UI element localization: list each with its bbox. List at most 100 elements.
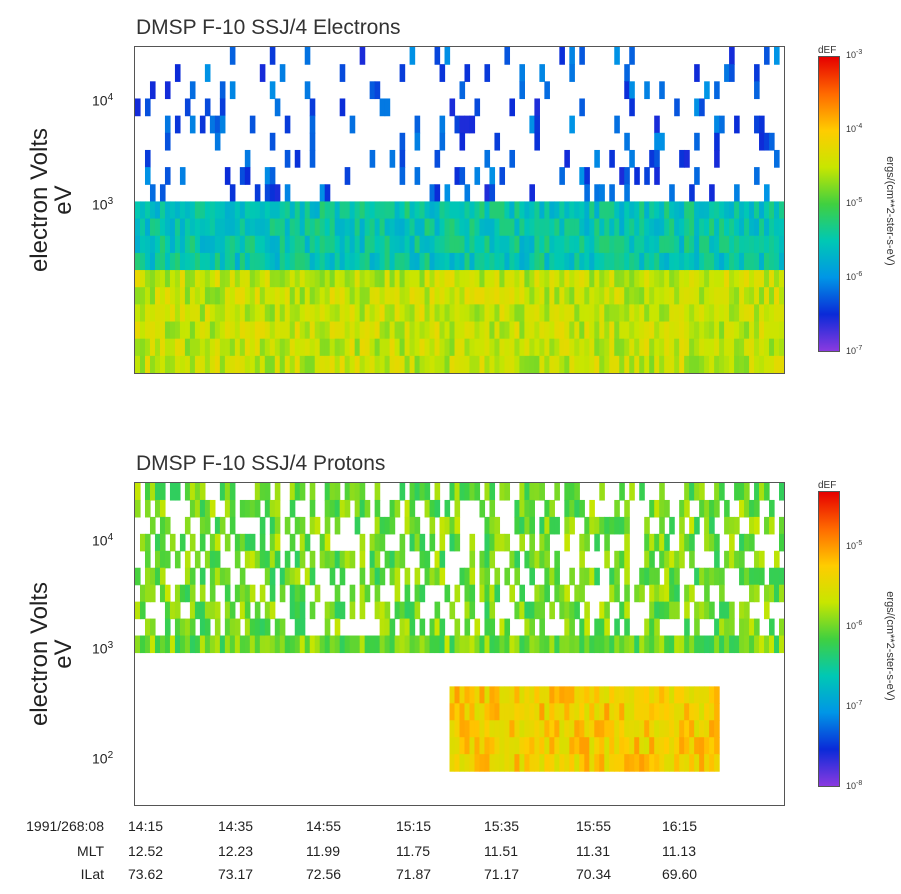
heatmap-cell (354, 252, 361, 271)
heatmap-cell (279, 218, 286, 237)
heatmap-cell (739, 499, 745, 518)
heatmap-cell (269, 635, 276, 654)
heatmap-cell (659, 584, 665, 603)
heatmap-cell (644, 516, 650, 535)
heatmap-cell (159, 270, 166, 288)
heatmap-cell (289, 483, 296, 501)
heatmap-cell (679, 635, 685, 654)
heatmap-cell (604, 304, 610, 323)
heatmap-cell (459, 754, 466, 772)
heatmap-cell (399, 201, 406, 220)
heatmap-cell (709, 201, 715, 220)
heatmap-cell (344, 635, 351, 654)
heatmap-cell (664, 533, 670, 552)
heatmap-cell (264, 218, 271, 237)
heatmap-cell (304, 81, 311, 100)
heatmap-cell (569, 218, 575, 237)
heatmap-cell (339, 201, 346, 220)
heatmap-cell (654, 132, 660, 151)
heatmap-cell (674, 720, 680, 738)
heatmap-cell (559, 235, 565, 254)
heatmap-cell (684, 252, 690, 271)
heatmap-cell (494, 252, 501, 271)
heatmap-cell (519, 287, 525, 305)
heatmap-cell (649, 584, 655, 603)
heatmap-cell (314, 304, 321, 323)
heatmap-cell (634, 737, 640, 755)
heatmap-cell (614, 235, 620, 254)
heatmap-cell (434, 635, 441, 654)
heatmap-cell (229, 516, 236, 535)
heatmap-cell (699, 686, 705, 704)
heatmap-cell (349, 287, 356, 305)
footer-value: 11.13 (662, 843, 696, 859)
heatmap-cell (714, 737, 720, 755)
heatmap-cell (199, 287, 206, 305)
heatmap-cell (494, 567, 501, 586)
heatmap-cell (689, 218, 695, 237)
heatmap-cell (279, 567, 286, 586)
heatmap-cell (574, 499, 580, 518)
heatmap-cell (484, 235, 491, 254)
heatmap-cell (569, 304, 575, 323)
heatmap-cell (694, 252, 700, 271)
heatmap-cell (359, 635, 366, 654)
heatmap-cell (714, 754, 720, 772)
heatmap-cell (294, 270, 301, 288)
heatmap-cell (654, 252, 660, 271)
heatmap-cell (744, 338, 750, 357)
heatmap-cell (324, 270, 331, 288)
heatmap-cell (599, 720, 605, 738)
heatmap-cell (359, 567, 366, 586)
heatmap-cell (184, 201, 191, 220)
heatmap-cell (454, 499, 461, 518)
heatmap-cell (319, 235, 326, 254)
heatmap-cell (474, 98, 481, 117)
heatmap-cell (204, 218, 211, 237)
heatmap-cell (624, 737, 630, 755)
heatmap-cell (604, 252, 610, 271)
heatmap-cell (694, 167, 700, 185)
heatmap-cell (419, 201, 426, 220)
heatmap-cell (774, 584, 780, 603)
heatmap-cell (619, 754, 625, 772)
heatmap-cell (619, 304, 625, 323)
heatmap-cell (554, 550, 560, 569)
heatmap-cell (154, 218, 161, 237)
heatmap-cell (494, 584, 501, 603)
heatmap-cell (244, 338, 251, 357)
heatmap-cell (204, 304, 211, 323)
heatmap-cell (189, 252, 196, 271)
heatmap-cell (599, 235, 605, 254)
heatmap-cell (179, 355, 186, 373)
heatmap-cell (539, 533, 545, 552)
heatmap-cell (234, 252, 241, 271)
heatmap-cell (489, 720, 496, 738)
heatmap-cell (464, 287, 471, 305)
heatmap-cell (754, 167, 760, 185)
heatmap-cell (204, 550, 211, 569)
heatmap-cell (384, 287, 391, 305)
heatmap-cell (429, 321, 436, 340)
heatmap-cell (204, 287, 211, 305)
heatmap-cell (694, 287, 700, 305)
heatmap-cell (294, 516, 301, 535)
heatmap-cell (444, 338, 451, 357)
heatmap-cell (524, 635, 530, 654)
heatmap-cell (229, 304, 236, 323)
ylabel-line-1: eV (50, 639, 77, 669)
heatmap-cell (524, 287, 530, 305)
heatmap-cell (779, 567, 784, 586)
heatmap-cell (234, 201, 241, 220)
heatmap-cell (639, 720, 645, 738)
heatmap-cell (559, 218, 565, 237)
heatmap-cell (469, 304, 476, 323)
heatmap-cell (189, 338, 196, 357)
heatmap-cell (644, 355, 650, 373)
heatmap-cell (734, 270, 740, 288)
heatmap-cell (339, 270, 346, 288)
heatmap-cell (764, 584, 770, 603)
heatmap-cell (549, 754, 555, 772)
heatmap-cell (699, 321, 705, 340)
heatmap-cell (514, 218, 521, 237)
